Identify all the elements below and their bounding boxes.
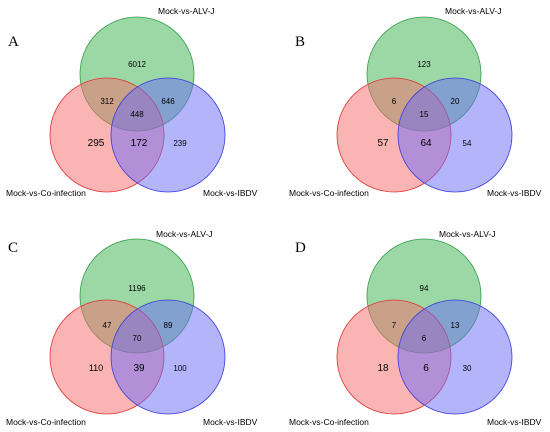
set-label-ibdv: Mock-vs-IBDV [487, 417, 542, 427]
circle-mock-vs-ibdv [110, 77, 226, 193]
count-all-three: 448 [130, 110, 144, 119]
circle-mock-vs-ibdv [397, 299, 513, 415]
count-all-three: 6 [422, 334, 427, 343]
count-only-co-infection: 57 [377, 138, 389, 149]
circle-mock-vs-ibdv [110, 299, 226, 415]
set-label-co-infection: Mock-vs-Co-infection [289, 188, 369, 198]
count-only-co-infection: 18 [377, 363, 389, 374]
panel-letter: B [295, 34, 305, 50]
venn-panel-c: C Mock-vs-ALV-J Mock-vs-Co-infection Moc… [6, 229, 258, 427]
count-co-infection-ibdv: 39 [133, 363, 145, 374]
count-alv-j-ibdv: 20 [451, 97, 460, 106]
circle-mock-vs-ibdv [397, 77, 513, 193]
count-alv-j-co-infection: 7 [392, 321, 397, 330]
venn-panel-b: B Mock-vs-ALV-J Mock-vs-Co-infection Moc… [289, 6, 542, 198]
count-alv-j-ibdv: 13 [451, 321, 460, 330]
count-only-co-infection: 110 [89, 363, 103, 373]
count-alv-j-ibdv: 89 [164, 321, 173, 330]
count-only-alv-j: 1196 [128, 284, 146, 293]
count-alv-j-co-infection: 47 [103, 321, 112, 330]
count-alv-j-ibdv: 646 [161, 97, 175, 106]
count-only-alv-j: 123 [417, 60, 431, 69]
set-label-alv-j: Mock-vs-ALV-J [156, 229, 213, 239]
set-label-ibdv: Mock-vs-IBDV [487, 188, 542, 198]
set-label-alv-j: Mock-vs-ALV-J [158, 6, 215, 16]
count-only-ibdv: 30 [463, 364, 472, 373]
count-co-infection-ibdv: 6 [423, 363, 429, 374]
count-only-alv-j: 94 [420, 284, 429, 293]
count-co-infection-ibdv: 172 [131, 138, 148, 149]
panel-letter: C [8, 240, 18, 256]
venn-panel-d: D Mock-vs-ALV-J Mock-vs-Co-infection Moc… [289, 229, 542, 427]
set-label-alv-j: Mock-vs-ALV-J [439, 229, 496, 239]
venn-panel-a: A Mock-vs-ALV-J Mock-vs-Co-infection Moc… [6, 6, 258, 198]
set-label-co-infection: Mock-vs-Co-infection [6, 417, 86, 427]
count-all-three: 15 [420, 110, 429, 119]
count-only-co-infection: 295 [88, 138, 105, 149]
count-only-alv-j: 6012 [128, 60, 146, 69]
count-only-ibdv: 239 [173, 139, 187, 148]
panel-letter: D [295, 240, 306, 256]
count-alv-j-co-infection: 312 [100, 97, 114, 106]
count-all-three: 70 [133, 334, 142, 343]
set-label-co-infection: Mock-vs-Co-infection [6, 188, 86, 198]
set-label-ibdv: Mock-vs-IBDV [203, 188, 258, 198]
count-only-ibdv: 100 [173, 364, 187, 373]
set-label-co-infection: Mock-vs-Co-infection [289, 417, 369, 427]
count-only-ibdv: 54 [463, 139, 472, 148]
set-label-alv-j: Mock-vs-ALV-J [445, 6, 502, 16]
set-label-ibdv: Mock-vs-IBDV [203, 417, 258, 427]
count-alv-j-co-infection: 6 [392, 97, 397, 106]
count-co-infection-ibdv: 64 [420, 138, 432, 149]
panel-letter: A [8, 34, 19, 50]
